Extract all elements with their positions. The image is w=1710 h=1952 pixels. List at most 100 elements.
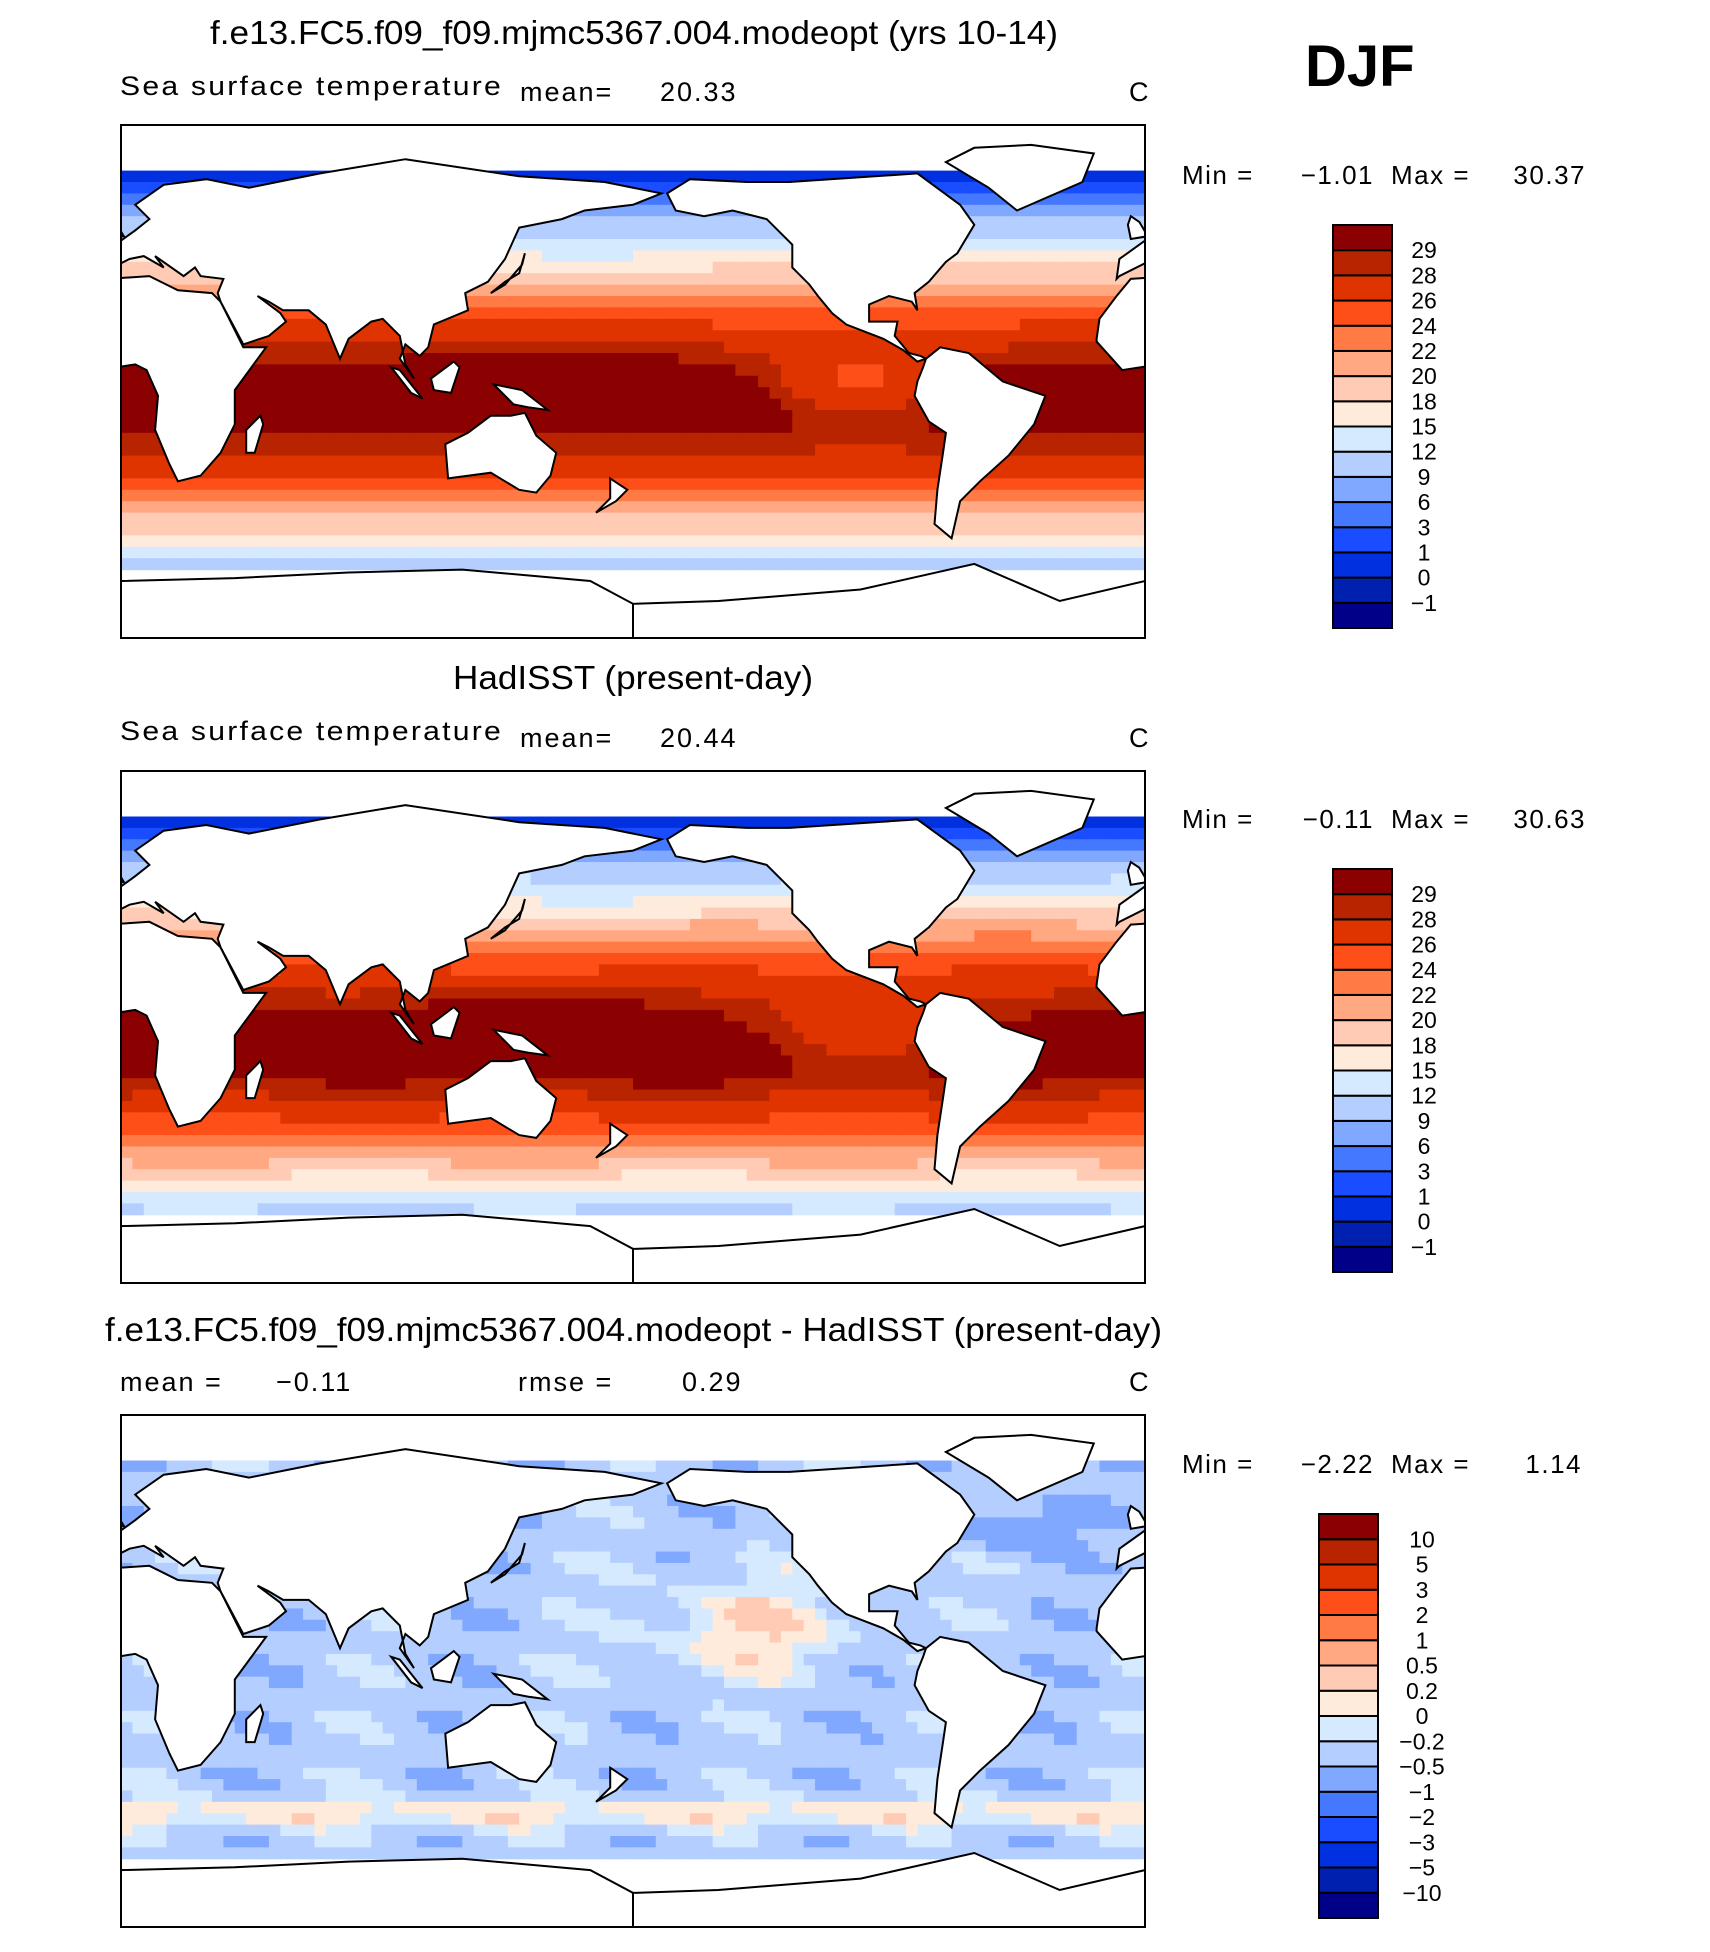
colorbar-swatch <box>1333 603 1392 628</box>
field-cell <box>553 296 565 308</box>
field-cell <box>826 353 838 365</box>
field-cell <box>690 376 702 388</box>
field-cell <box>622 273 634 285</box>
field-cell <box>644 387 656 399</box>
field-cell <box>872 433 884 445</box>
field-cell <box>1020 1021 1032 1033</box>
field-cell <box>1020 228 1032 240</box>
field-cell <box>474 999 486 1011</box>
field-cell <box>724 353 736 365</box>
field-cell <box>997 216 1009 228</box>
field-cell <box>1111 376 1123 388</box>
field-cell <box>963 501 975 513</box>
field-cell <box>508 942 520 954</box>
field-cell <box>235 421 247 433</box>
field-cell <box>610 239 622 251</box>
field-cell <box>542 410 554 422</box>
field-cell <box>633 501 645 513</box>
field-cell <box>849 364 861 376</box>
field-cell <box>462 319 474 331</box>
field-cell <box>758 908 770 920</box>
field-cell <box>405 456 417 468</box>
field-cell <box>1020 873 1032 885</box>
field-cell <box>1088 930 1100 942</box>
field-cell <box>656 376 668 388</box>
field-cell <box>758 433 770 445</box>
field-cell <box>269 558 281 570</box>
field-cell <box>849 513 861 525</box>
field-cell <box>121 205 133 217</box>
field-cell <box>713 535 725 547</box>
field-cell <box>440 410 452 422</box>
field-cell <box>1054 851 1066 863</box>
field-cell <box>428 501 440 513</box>
field-cell <box>1020 467 1032 479</box>
field-cell <box>292 1010 304 1022</box>
field-cell <box>1088 239 1100 251</box>
field-cell <box>735 433 747 445</box>
field-cell <box>212 513 224 525</box>
field-cell <box>952 273 964 285</box>
field-cell <box>1134 478 1146 490</box>
field-cell <box>576 987 588 999</box>
field-cell <box>1088 387 1100 399</box>
field-cell <box>656 942 668 954</box>
field-cell <box>360 513 372 525</box>
field-cell <box>144 421 156 433</box>
field-cell <box>633 228 645 240</box>
field-cell <box>770 421 782 433</box>
field-cell <box>292 535 304 547</box>
field-cell <box>997 273 1009 285</box>
field-cell <box>872 342 884 354</box>
field-cell <box>872 353 884 365</box>
field-cell <box>861 501 873 513</box>
field-cell <box>508 501 520 513</box>
field-cell <box>314 558 326 570</box>
field-cell <box>1008 478 1020 490</box>
field-cell <box>440 353 452 365</box>
field-cell <box>838 421 850 433</box>
field-cell <box>770 262 782 274</box>
field-cell <box>633 490 645 502</box>
field-cell <box>1031 490 1043 502</box>
field-cell <box>371 513 383 525</box>
field-cell <box>258 547 270 559</box>
field-cell <box>599 433 611 445</box>
field-cell <box>383 976 395 988</box>
field-cell <box>349 364 361 376</box>
field-cell <box>394 478 406 490</box>
field-cell <box>1020 558 1032 570</box>
field-cell <box>428 467 440 479</box>
field-cell <box>895 478 907 490</box>
field-cell <box>997 239 1009 251</box>
field-cell <box>485 547 497 559</box>
field-cell <box>519 953 531 965</box>
field-cell <box>610 421 622 433</box>
field-cell <box>758 490 770 502</box>
field-cell <box>770 513 782 525</box>
field-cell <box>1134 456 1146 468</box>
field-cell <box>155 501 167 513</box>
field-cell <box>258 376 270 388</box>
field-cell <box>815 478 827 490</box>
field-cell <box>622 364 634 376</box>
field-cell <box>417 376 429 388</box>
field-cell <box>349 467 361 479</box>
field-cell <box>781 399 793 411</box>
field-cell <box>713 873 725 885</box>
field-cell <box>519 330 531 342</box>
field-cell <box>1065 205 1077 217</box>
field-cell <box>747 501 759 513</box>
field-cell <box>758 262 770 274</box>
field-cell <box>963 535 975 547</box>
field-cell <box>713 387 725 399</box>
field-cell <box>576 433 588 445</box>
field-cell <box>804 535 816 547</box>
field-cell <box>1099 908 1111 920</box>
field-cell <box>929 444 941 456</box>
field-cell <box>576 285 588 297</box>
field-cell <box>940 930 952 942</box>
field-cell <box>519 987 531 999</box>
field-cell <box>1043 262 1055 274</box>
field-cell <box>428 558 440 570</box>
